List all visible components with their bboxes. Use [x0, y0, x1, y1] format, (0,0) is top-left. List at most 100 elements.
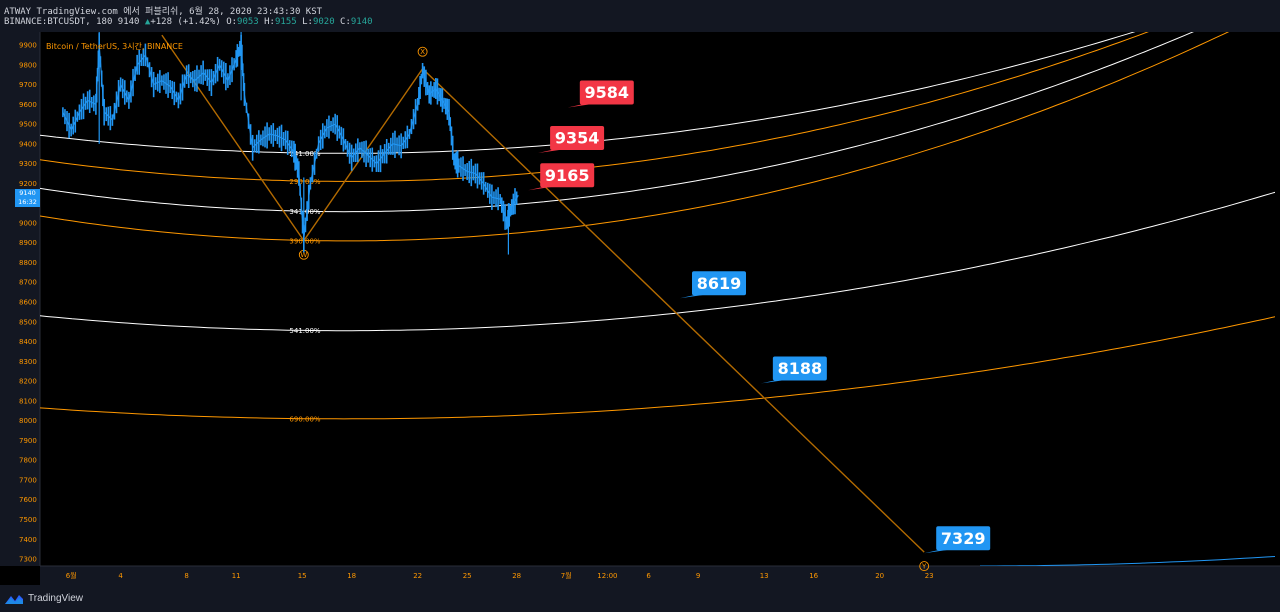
wave-point-label: X [420, 48, 425, 56]
callout-box[interactable] [772, 356, 827, 381]
high-label: H: [264, 17, 275, 27]
publish-text: ATWAY TradingView.com 에서 퍼블리쉬, 6월 28, 20… [4, 7, 323, 17]
fib-arc [40, 32, 1194, 213]
x-axis-panel [40, 566, 1280, 585]
fib-arc [40, 32, 1136, 154]
y-tick-label: 7900 [19, 437, 37, 445]
wave-point-label: Y [921, 563, 927, 571]
brand-name: TradingView [28, 593, 84, 604]
tradingview-brand[interactable]: TradingView [5, 593, 83, 604]
y-tick-label: 7800 [19, 457, 37, 465]
y-tick-label: 7500 [19, 516, 37, 524]
callout-box[interactable] [550, 125, 605, 150]
y-tick-label: 8800 [19, 259, 37, 267]
open-value: 9053 [237, 17, 259, 27]
chart-info-header: ATWAY TradingView.com 에서 퍼블리쉬, 6월 28, 20… [0, 0, 1280, 32]
y-tick-label: 9600 [19, 101, 37, 109]
y-tick-label: 9000 [19, 219, 37, 227]
fib-arc [40, 32, 1149, 182]
callout-price-label: 8619 [697, 274, 742, 293]
wave-line [161, 34, 925, 553]
x-tick-label: 23 [925, 572, 934, 580]
wave-point-marker [919, 561, 930, 572]
symbol-legend: BINANCE:BTCUSDT, 180 9140 ▲+128 (+1.42%)… [4, 17, 373, 27]
wave-point-marker [417, 46, 428, 57]
current-price-tag: 9140 16:32 [15, 189, 40, 207]
x-tick-label: 16 [809, 572, 818, 580]
y-tick-label: 7300 [19, 556, 37, 564]
x-tick-label: 15 [298, 572, 307, 580]
symbol-info: BINANCE:BTCUSDT, 180 9140 [4, 17, 140, 27]
fib-arc [40, 316, 1275, 420]
low-value: 9020 [312, 17, 335, 27]
tradingview-logo-icon [5, 594, 23, 604]
y-tick-label: 7400 [19, 536, 37, 544]
x-tick-label: 4 [118, 572, 123, 580]
footer-bar: TradingView [0, 585, 1280, 612]
fib-arc [40, 32, 1230, 242]
x-tick-label: 25 [463, 572, 472, 580]
y-tick-label: 8100 [19, 397, 37, 405]
x-tick-label: 18 [347, 572, 356, 580]
bar-countdown: 16:32 [15, 198, 40, 207]
x-tick-label: 7월 [561, 571, 572, 580]
fib-arc-extended [980, 555, 1275, 566]
callout-box[interactable] [936, 526, 991, 551]
fib-arc-label: 690.00% [289, 415, 320, 423]
x-tick-label: 6 [646, 572, 651, 580]
y-tick-label: 9300 [19, 160, 37, 168]
y-tick-label: 8400 [19, 338, 37, 346]
y-tick-label: 8600 [19, 299, 37, 307]
y-tick-label: 8200 [19, 378, 37, 386]
close-value: 9140 [350, 17, 373, 27]
open-label: O: [226, 17, 238, 27]
x-tick-label: 12:00 [597, 572, 617, 580]
x-tick-label: 13 [760, 572, 769, 580]
change-value: +128 (+1.42%) [150, 17, 221, 27]
change-up-icon: ▲ [144, 17, 151, 27]
y-tick-label: 9800 [19, 61, 37, 69]
y-tick-label: 8300 [19, 358, 37, 366]
y-axis-panel [0, 32, 40, 566]
x-tick-label: 11 [232, 572, 241, 580]
y-tick-label: 8700 [19, 279, 37, 287]
callout-box[interactable] [692, 271, 746, 296]
callout-price-label: 8188 [778, 359, 823, 378]
y-tick-label: 7700 [19, 476, 37, 484]
fib-arc [40, 191, 1275, 332]
fib-arc-label: 241.00% [289, 150, 320, 158]
current-price: 9140 [15, 189, 40, 198]
x-tick-label: 22 [413, 572, 422, 580]
y-tick-label: 8000 [19, 417, 37, 425]
publish-info: ATWAY TradingView.com 에서 퍼블리쉬, 6월 28, 20… [4, 4, 322, 17]
y-tick-label: 9400 [19, 140, 37, 148]
fib-arc-label: 390.00% [289, 237, 320, 245]
callout-box[interactable] [540, 163, 595, 188]
y-tick-label: 9200 [19, 180, 37, 188]
callout-price-label: 9165 [545, 166, 590, 185]
y-tick-label: 8900 [19, 239, 37, 247]
callout-price-label: 9584 [585, 83, 630, 102]
chart-title: Bitcoin / TetherUS, 3시간, BINANCE [46, 42, 183, 51]
callout-box[interactable] [579, 80, 634, 105]
fib-arc-label: 290.00% [289, 178, 320, 186]
x-tick-label: 6월 [66, 571, 77, 580]
x-tick-label: 9 [696, 572, 700, 580]
y-tick-label: 7600 [19, 496, 37, 504]
x-tick-label: 20 [875, 572, 884, 580]
high-value: 9155 [274, 17, 297, 27]
fib-arc-label: 341.00% [289, 208, 320, 216]
callout-price-label: 7329 [941, 529, 986, 548]
y-tick-label: 9500 [19, 121, 37, 129]
x-tick-label: 28 [512, 572, 521, 580]
y-tick-label: 8500 [19, 318, 37, 326]
y-tick-label: 9700 [19, 81, 37, 89]
close-label: C: [340, 17, 351, 27]
fib-arc-label: 541.00% [289, 327, 320, 335]
wave-point-label: W [300, 251, 307, 259]
y-tick-label: 9900 [19, 42, 37, 50]
callout-price-label: 9354 [555, 128, 600, 147]
x-tick-label: 8 [184, 572, 188, 580]
low-label: L: [302, 17, 313, 27]
